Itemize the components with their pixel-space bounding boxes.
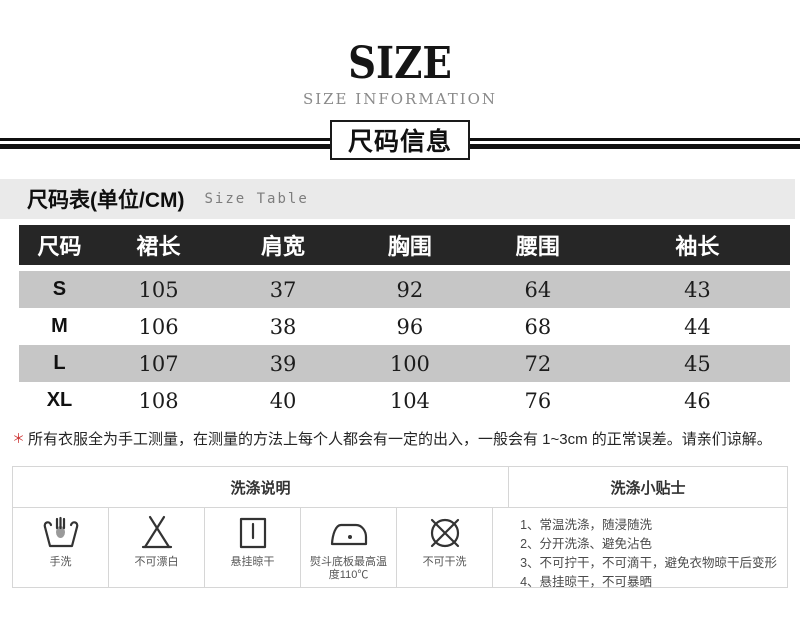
cell-value: 40	[269, 388, 297, 413]
column-header-sleeve: 袖长	[675, 234, 720, 259]
washing-tip: 4、悬挂晾干，不可暴晒	[520, 575, 653, 589]
care-header-washing-instructions: 洗涤说明	[13, 467, 509, 507]
hand-wash-icon	[41, 513, 81, 553]
hero: SIZE SIZE INFORMATION	[0, 0, 800, 109]
column-header-waist: 腰围	[515, 234, 560, 259]
table-row: S 105 37 92 64 43	[19, 271, 790, 308]
cell-value: 108	[138, 388, 179, 413]
cell-value: 92	[396, 277, 424, 302]
column-header-size: 尺码	[37, 234, 82, 259]
no-bleach-icon	[137, 513, 177, 553]
no-dry-clean-icon	[425, 513, 465, 553]
cell-value: 96	[396, 314, 424, 339]
care-table: 洗涤说明 洗涤小贴士 手洗	[12, 466, 788, 589]
cell-value: 76	[524, 388, 552, 413]
column-header-bust: 胸围	[387, 234, 432, 259]
care-table-header-row: 洗涤说明 洗涤小贴士	[13, 467, 787, 508]
care-symbol-cell: 不可漂白	[109, 508, 206, 587]
washing-tip: 3、不可拧干，不可滴干，避免衣物晾干后变形	[520, 556, 778, 570]
cell-value: 64	[524, 277, 552, 302]
care-symbol-label: 手洗	[49, 556, 72, 568]
cell-value: 38	[269, 314, 297, 339]
cell-value: 45	[684, 351, 711, 376]
cell-value: 105	[138, 277, 179, 302]
section-divider: 尺码信息	[0, 120, 800, 162]
care-symbol-label: 熨斗底板最高温度110℃	[310, 556, 388, 581]
table-row: L 107 39 100 72 45	[19, 345, 790, 382]
column-header-shoulder: 肩宽	[261, 234, 306, 259]
note-asterisk: ＊	[12, 431, 26, 446]
page-subtitle: SIZE INFORMATION	[302, 90, 498, 108]
care-symbol-label: 不可干洗	[422, 556, 467, 568]
divider-label-box: 尺码信息	[330, 120, 470, 160]
care-symbol-cell: 熨斗底板最高温度110℃	[301, 508, 398, 587]
cell-value: 39	[269, 351, 297, 376]
row-size-label: XL	[46, 389, 73, 411]
cell-value: 72	[524, 351, 552, 376]
care-symbol-cell: 手洗	[13, 508, 110, 587]
cell-value: 68	[524, 314, 552, 339]
cell-value: 107	[138, 351, 179, 376]
table-row: M 106 38 96 68 44	[19, 308, 790, 345]
hang-dry-icon	[233, 513, 273, 553]
cell-value: 43	[684, 277, 711, 302]
cell-value: 46	[684, 388, 711, 413]
care-symbol-cell: 悬挂晾干	[205, 508, 302, 587]
page-title: SIZE	[348, 38, 452, 89]
size-table-title-cn: 尺码表(单位/CM)	[27, 189, 185, 212]
washing-tip: 1、常温洗涤，随浸随洗	[520, 518, 653, 532]
care-symbol-label: 不可漂白	[134, 556, 179, 568]
care-header-washing-tips: 洗涤小贴士	[610, 479, 686, 497]
size-table-title-en: Size Table	[204, 191, 309, 207]
size-table: 尺码 裙长 肩宽 胸围 腰围 袖长 S 105 37 92 64 43 M 10…	[19, 225, 790, 419]
cell-value: 106	[138, 314, 179, 339]
row-size-label: M	[51, 315, 68, 337]
column-header-skirt-length: 裙长	[136, 234, 181, 259]
care-symbol-cell: 不可干洗	[397, 508, 494, 587]
row-size-label: S	[52, 278, 67, 300]
size-table-header-row: 尺码 裙长 肩宽 胸围 腰围 袖长	[19, 225, 790, 265]
row-size-label: L	[53, 352, 66, 374]
cell-value: 104	[389, 388, 430, 413]
table-row: XL 108 40 104 76 46	[19, 382, 790, 419]
note-text: 所有衣服全为手工测量，在测量的方法上每个人都会有一定的出入，一般会有 1~3cm…	[28, 431, 772, 448]
measurement-note: ＊所有衣服全为手工测量，在测量的方法上每个人都会有一定的出入，一般会有 1~3c…	[12, 429, 800, 449]
care-symbol-label: 悬挂晾干	[230, 556, 275, 568]
cell-value: 44	[684, 314, 711, 339]
iron-max-110c-icon	[329, 513, 369, 553]
cell-value: 37	[269, 277, 297, 302]
cell-value: 100	[389, 351, 430, 376]
size-table-heading-bar: 尺码表(单位/CM) Size Table	[0, 179, 795, 219]
washing-tip: 2、分开洗涤、避免沾色	[520, 537, 653, 551]
washing-tips-list: 1、常温洗涤，随浸随洗 2、分开洗涤、避免沾色 3、不可拧干，不可滴干，避免衣物…	[493, 508, 787, 589]
care-table-body: 手洗 不可漂白 悬	[13, 508, 787, 589]
